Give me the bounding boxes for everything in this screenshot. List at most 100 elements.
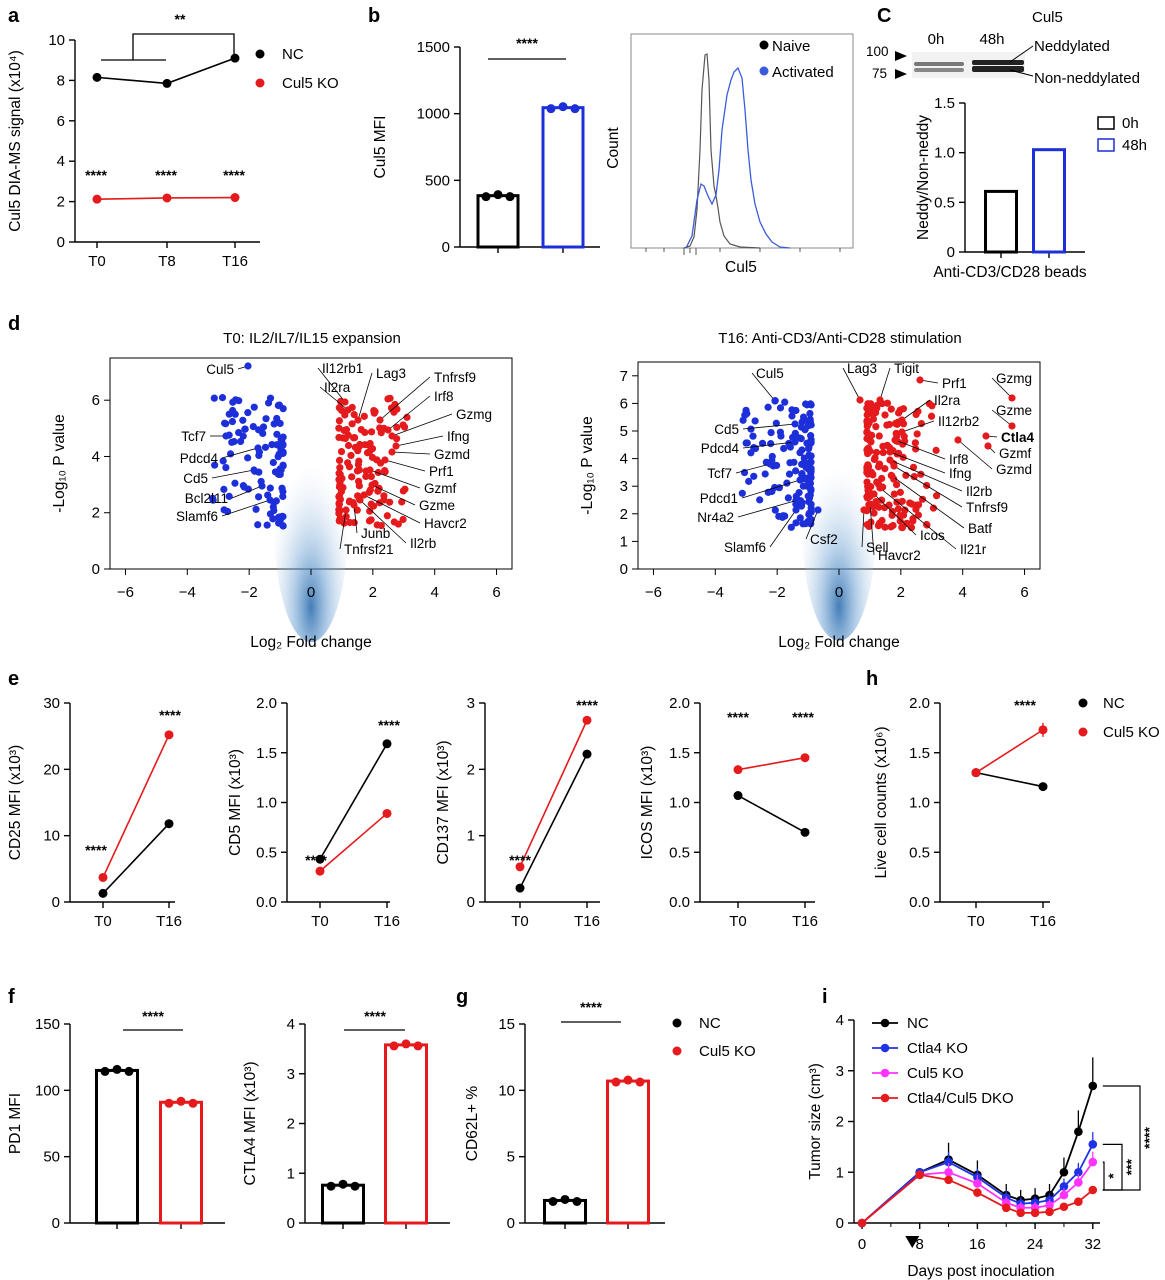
i-point (1088, 1157, 1098, 1167)
dL-gene-point (362, 472, 370, 481)
dR-gene-label: Tigit (894, 361, 919, 376)
i-ylabel: Tumor size (cm³) (807, 1063, 824, 1180)
dL-gene-label: Gzmd (434, 447, 470, 462)
f1-bar-point (124, 1066, 134, 1076)
dR-gene-point (806, 409, 814, 418)
blot-mw-75: 75 (872, 66, 887, 81)
dR-leader (869, 503, 875, 556)
dR-labeled-point (886, 448, 894, 456)
hist-legend-naive: Naive (772, 38, 810, 55)
dL-leader (221, 499, 271, 517)
i-point (1074, 1178, 1083, 1187)
dL-gene-label: Slamf6 (176, 509, 218, 524)
a-xtick-label: T16 (222, 253, 248, 270)
e3-ylabel: CD137 MFI (x10³) (435, 740, 452, 864)
dL-gene-label: Cd5 (183, 471, 208, 486)
panel-letter-h: h (866, 668, 878, 690)
legend-h-ko-dot (1078, 727, 1088, 737)
dL-gene-point (250, 403, 258, 411)
dL-gene-point (226, 450, 235, 458)
g-ytick-label: 0 (507, 1215, 515, 1232)
legend-c-0h: 0h (1122, 115, 1139, 132)
hist-frame (630, 33, 854, 249)
dR-gene-point (796, 514, 804, 522)
dL-labeled-point (360, 491, 368, 499)
panel-letter-g: g (456, 986, 468, 1008)
e2-xtick-label: T16 (374, 913, 400, 930)
dR-leader (879, 367, 891, 401)
f1-ytick-label: 150 (35, 1016, 60, 1033)
dR-leader (737, 499, 799, 518)
h-xtick-label: T0 (967, 913, 985, 930)
dL-labeled-point (344, 406, 352, 414)
chart-b: 0 500 1000 1500 Cul5 MFI (372, 39, 600, 256)
e4-point (733, 765, 743, 775)
dL-gene-label: Tnfrsf9 (434, 370, 476, 385)
chart-f2: 0 1 2 3 4 CTLA4 MFI (x10³) (242, 1016, 450, 1232)
f2-bar-point (326, 1181, 336, 1191)
i-point (1074, 1167, 1083, 1177)
dR-gene-point (912, 410, 920, 419)
chart-h: 0.0 0.5 1.0 1.5 2.0 Live cell counts (x10⁶) T0… (873, 695, 1056, 930)
sig-f2: **** (364, 1008, 386, 1024)
dR-gene-point (881, 411, 889, 419)
dR-leader (991, 377, 1013, 399)
dL-gene-point (261, 443, 270, 451)
blot-lane-0h: 0h (928, 31, 945, 48)
panel-letter-f: f (8, 986, 15, 1008)
dR-gene-label: Havcr2 (878, 548, 921, 563)
dL-ytick-label: 4 (92, 448, 100, 465)
legend-g-nc: NC (699, 1015, 721, 1032)
dR-gene-point (892, 429, 900, 437)
dR-gene-point (745, 477, 753, 485)
dL-gene-point (336, 464, 344, 472)
dR-gene-point (883, 399, 892, 407)
dL-xtick-label: 2 (369, 584, 377, 601)
dL-gene-point (365, 447, 374, 456)
dR-gene-point (918, 495, 927, 503)
h-ytick-label: 2.0 (909, 695, 930, 712)
hist-legend-activated: Activated (772, 64, 834, 81)
dR-gene-point (806, 491, 814, 499)
dL-gene-point (348, 420, 356, 428)
i-point (1045, 1200, 1054, 1210)
dL-gene-point (269, 458, 277, 467)
c-xlabel: Anti-CD3/CD28 beads (933, 264, 1087, 281)
dL-gene-point (335, 469, 343, 477)
dL-labeled-point (254, 444, 262, 452)
dR-gene-point (797, 435, 805, 443)
dR-gene-point (864, 486, 872, 494)
dL-gene-point (249, 422, 257, 431)
dL-gene-label: Pdcd4 (180, 451, 219, 466)
dL-gene-point (239, 416, 247, 424)
dL-gene-label: Havcr2 (424, 516, 467, 531)
e3-xtick-label: T0 (511, 913, 529, 930)
b-bar-point (570, 104, 580, 114)
dL-gene-point (279, 492, 287, 501)
dL-gene-point (335, 509, 343, 518)
dL-labeled-point (222, 432, 230, 440)
blot-band-neddylated: Neddylated (1034, 38, 1110, 55)
dL-gene-label: Tnfrsf21 (344, 542, 394, 557)
b-ylabel: Cul5 MFI (372, 116, 389, 179)
dL-gene-point (220, 485, 228, 493)
dL-gene-label: Irf8 (434, 389, 454, 404)
dR-gene-point (785, 439, 793, 448)
dR-gene-point (929, 504, 938, 512)
dR-gene-point (917, 419, 925, 428)
legend-c-48h-box (1097, 138, 1115, 152)
dL-gene-point (374, 468, 382, 477)
dL-gene-point (357, 425, 365, 434)
volcano-right-title: T16: Anti-CD3/Anti-CD28 stimulation (718, 330, 961, 347)
dR-gene-point (871, 454, 879, 462)
dR-labeled-point (898, 416, 906, 424)
dR-gene-point (802, 463, 810, 472)
e2-line-nc (319, 743, 388, 860)
dR-gene-point (867, 518, 875, 526)
dR-gene-point (775, 484, 783, 492)
e4-sig: **** (792, 709, 814, 725)
e1-point (98, 888, 108, 898)
h-point (971, 768, 981, 778)
dL-labeled-point (376, 416, 384, 424)
f2-bar-point (389, 1041, 399, 1051)
